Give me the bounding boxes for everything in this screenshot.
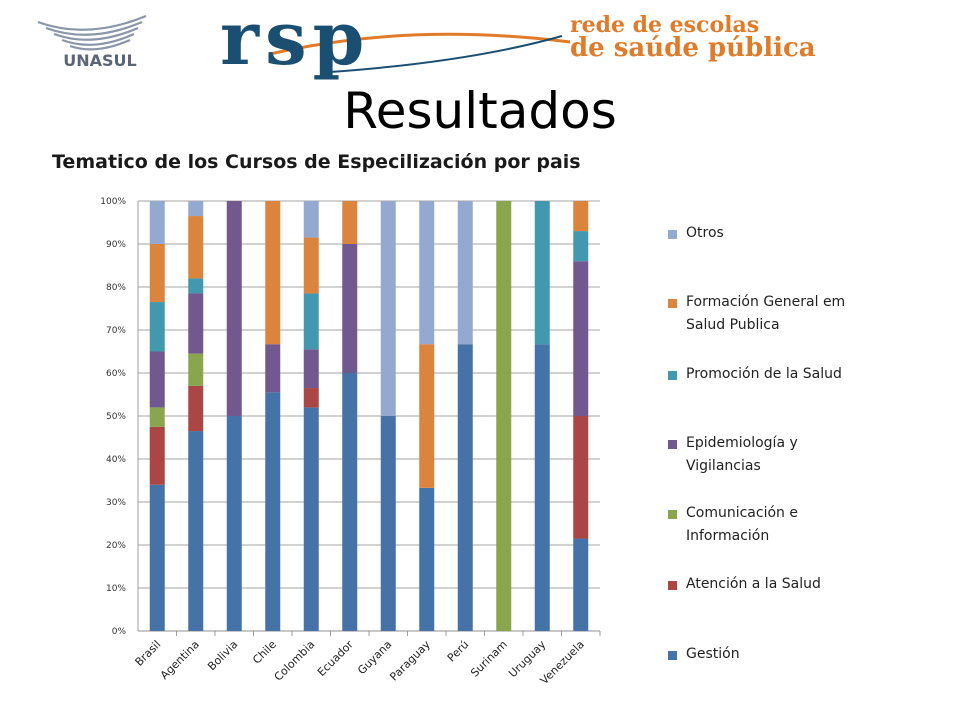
- y-tick-label: 40%: [106, 455, 126, 465]
- bar-segment: [303, 388, 319, 408]
- bar-segment: [380, 416, 396, 631]
- bar-segment: [457, 201, 473, 345]
- bar-segment: [188, 201, 204, 217]
- bar-segment: [149, 484, 165, 631]
- bar-segment: [342, 201, 358, 244]
- x-tick-label: Paraguay: [387, 638, 433, 684]
- x-tick-label: Agentina: [158, 638, 202, 682]
- bar-segment: [303, 407, 319, 631]
- bar-segment: [303, 237, 319, 294]
- y-tick-label: 0%: [112, 627, 127, 637]
- bar-segment: [419, 344, 435, 488]
- bar-segment: [573, 538, 589, 631]
- bar-segment: [573, 261, 589, 416]
- stacked-bar-chart: 0% 10% 20% 30% 40% 50% 60% 70% 80% 90% 100% BrasilA…: [100, 197, 601, 687]
- y-tick-label: 30%: [106, 498, 126, 508]
- bar-segment: [265, 201, 281, 345]
- bar-segment: [573, 231, 589, 262]
- rsp-tagline-line2: de saúde pública: [570, 33, 816, 63]
- legend-swatch: [668, 651, 677, 660]
- x-tick-label: Colombia: [272, 638, 318, 684]
- bar-segment: [149, 201, 165, 244]
- y-tick-label: 90%: [106, 240, 126, 250]
- legend-label-line2: Vigilancias: [686, 458, 761, 474]
- legend-label-line2: Salud Publica: [686, 317, 780, 333]
- bar-segment: [457, 344, 473, 631]
- bar-segment: [303, 201, 319, 238]
- slide-header: UNASUL rsp rede de escolas de saúde públ…: [0, 0, 960, 80]
- bar-segment: [188, 385, 204, 432]
- bar-segment: [188, 278, 204, 294]
- y-tick-label: 80%: [106, 283, 126, 293]
- bar-segment: [149, 407, 165, 427]
- bar-segment: [265, 344, 281, 393]
- bar-segment: [265, 392, 281, 631]
- legend-label-line1: Gestión: [686, 646, 740, 662]
- legend-label-line1: Formación General em: [686, 294, 846, 310]
- y-tick-label: 60%: [106, 369, 126, 379]
- x-tick-label: Perú: [445, 638, 472, 665]
- y-tick-label: 100%: [100, 197, 126, 207]
- bar-segment: [188, 216, 204, 279]
- legend-swatch: [668, 440, 677, 449]
- legend-swatch: [668, 371, 677, 380]
- x-tick-label: Bolivia: [205, 638, 240, 673]
- bar-segment: [303, 293, 319, 350]
- bar-segment: [226, 416, 242, 631]
- legend-label-line1: Epidemiología y: [686, 435, 798, 451]
- unasul-logo: UNASUL: [37, 14, 147, 68]
- bar-segment: [188, 293, 204, 354]
- legend-label-line1: Comunicación e: [686, 505, 798, 521]
- bar-segment: [149, 351, 165, 408]
- bar-segment: [496, 201, 512, 631]
- legend-label-line1: Promoción de la Salud: [686, 366, 842, 382]
- bar-segment: [303, 349, 319, 389]
- legend-label-line1: Otros: [686, 225, 724, 241]
- bar-segment: [149, 302, 165, 352]
- unasul-emblem-icon: [37, 14, 147, 51]
- legend-swatch: [668, 299, 677, 308]
- rsp-logo-text: rsp: [220, 2, 370, 80]
- bar-segment: [534, 201, 550, 345]
- x-tick-label: Guyana: [355, 638, 394, 677]
- x-tick-label: Ecuador: [315, 638, 356, 679]
- rsp-swoosh-icon: [269, 32, 571, 73]
- bar-segment: [380, 201, 396, 416]
- y-tick-label: 10%: [106, 584, 126, 594]
- y-tick-label: 50%: [106, 412, 126, 422]
- bar-segment: [573, 416, 589, 539]
- bar-segment: [419, 201, 435, 345]
- slide-title: Resultados: [343, 82, 617, 140]
- legend-label-line1: Atención a la Salud: [686, 576, 821, 592]
- bar-segment: [573, 201, 589, 232]
- bar-segment: [534, 344, 550, 631]
- legend-swatch: [668, 510, 677, 519]
- y-tick-label: 70%: [106, 326, 126, 336]
- x-tick-label: Surinam: [468, 638, 510, 680]
- bar-segment: [149, 426, 165, 485]
- legend-swatch: [668, 230, 677, 239]
- rsp-tagline-line1: rede de escolas: [570, 12, 759, 38]
- rsp-logo: rsp rede de escolas de saúde pública: [220, 2, 816, 80]
- legend-swatch: [668, 581, 677, 590]
- bar-segment: [342, 244, 358, 373]
- x-tick-label: Chile: [250, 638, 279, 667]
- legend-label-line2: Información: [686, 528, 770, 544]
- unasul-logo-text: UNASUL: [63, 51, 136, 68]
- bar-segment: [149, 244, 165, 303]
- bar-segment: [226, 201, 242, 416]
- y-tick-label: 20%: [106, 541, 126, 551]
- chart-title: Tematico de los Cursos de Especilización…: [52, 151, 581, 173]
- bar-segment: [188, 353, 204, 386]
- bar-segment: [419, 487, 435, 631]
- bar-segment: [342, 373, 358, 631]
- bar-segment: [188, 431, 204, 631]
- x-tick-label: Brasil: [133, 638, 164, 669]
